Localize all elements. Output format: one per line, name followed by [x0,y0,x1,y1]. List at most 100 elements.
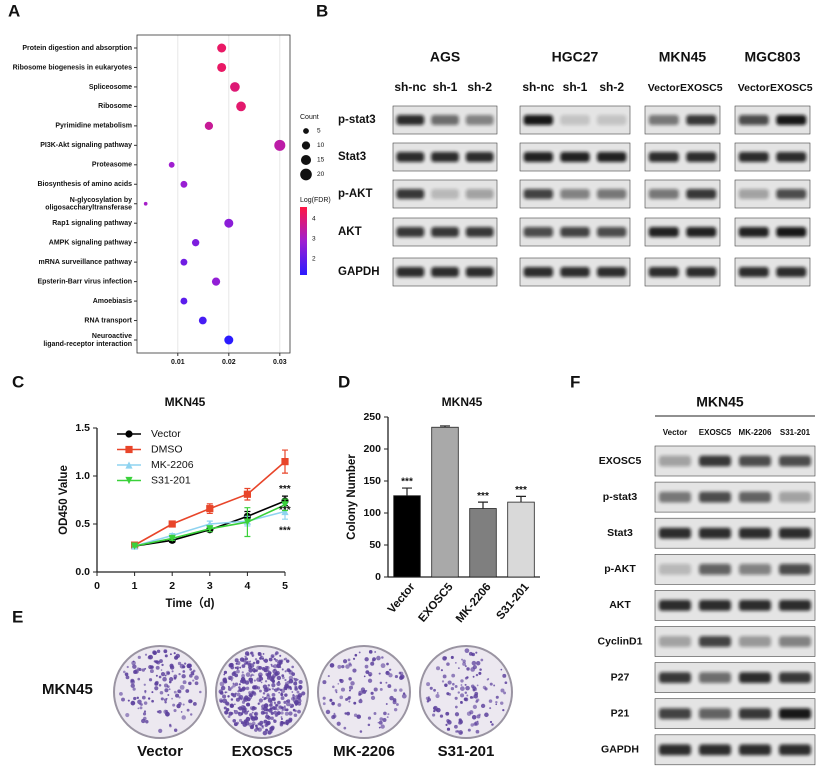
y-tick-label: AMPK signaling pathway [49,240,132,247]
annotation: *** [279,505,291,516]
colony [162,676,167,682]
row-label: Stat3 [338,151,366,163]
blot-band [739,491,771,503]
colony [288,686,292,689]
colony [471,715,477,720]
colony [348,700,351,703]
colony [284,709,287,712]
lane-label: sh-nc [522,80,554,94]
colony [429,686,433,690]
colony [242,697,247,702]
colony [285,701,291,707]
colony [219,698,223,703]
blot-band [560,114,590,126]
colony [266,694,271,700]
dot [217,43,227,53]
colony [378,726,381,729]
colony [489,720,493,724]
blot-band [648,114,679,126]
colony [387,684,392,689]
panel-label: C [12,372,24,391]
colony [266,676,271,680]
colony [270,678,275,683]
blot-band [648,151,679,163]
colony [288,669,291,673]
colony [489,707,492,710]
colony [367,723,371,727]
colony [389,695,394,701]
blot-band [597,188,627,200]
colony [247,662,252,667]
colony [279,723,284,727]
colony [275,713,279,717]
y-tick-label: mRNA surveillance pathway [39,259,133,266]
legend-label: 5 [317,128,321,135]
panel-label: E [12,607,23,626]
colony [239,666,242,669]
colony [238,718,243,723]
colony [263,696,267,700]
legend-title: Count [300,114,319,121]
blot-band [396,226,425,238]
blot-band [699,527,731,539]
marker [243,490,251,498]
colony [251,711,254,714]
x-tick-label: Vector [386,581,418,616]
colony [244,655,247,658]
colony [260,655,263,658]
colony [399,674,405,680]
colony [279,654,282,657]
colony [504,681,508,685]
colony [272,673,277,678]
y-tick-label: Pyrimidine metabolism [55,123,132,130]
colony [265,711,268,715]
colony [489,682,493,686]
colony [144,653,148,656]
colony [276,663,281,669]
colony [285,700,288,702]
colony [331,701,335,706]
colony [151,691,154,694]
colony [251,721,256,726]
dot [180,258,188,266]
colony [281,676,285,680]
colony [301,691,306,696]
marker [168,534,176,542]
colony [281,674,285,678]
colony [283,700,287,704]
colony [119,691,123,696]
colony [143,701,148,705]
colony [447,720,452,725]
blot-band [776,266,807,278]
colony [185,689,190,693]
colony [232,718,237,723]
colony [364,664,369,669]
colony [149,669,154,674]
annotation: *** [279,484,291,495]
colony [352,657,356,660]
colony [268,708,273,713]
colony [186,663,192,669]
colony [298,679,303,685]
colony [447,680,452,685]
colony [172,703,176,707]
x-tick-label: MK-2206 [454,581,494,625]
row-label: EXOSC5 [599,455,642,467]
colony [348,685,354,690]
colony [293,681,298,686]
colony [252,661,256,665]
colony [291,691,294,693]
colony [378,720,383,725]
colony [248,691,252,695]
bar [469,508,497,578]
colony [388,669,391,671]
colony [140,703,143,706]
colony [475,661,481,666]
colony [262,730,268,736]
colony [192,679,195,682]
y-tick-label: Protein digestion and absorption [22,45,132,52]
blot-band [776,226,807,238]
colony [337,664,342,669]
colony [291,697,295,701]
colony [451,673,456,678]
